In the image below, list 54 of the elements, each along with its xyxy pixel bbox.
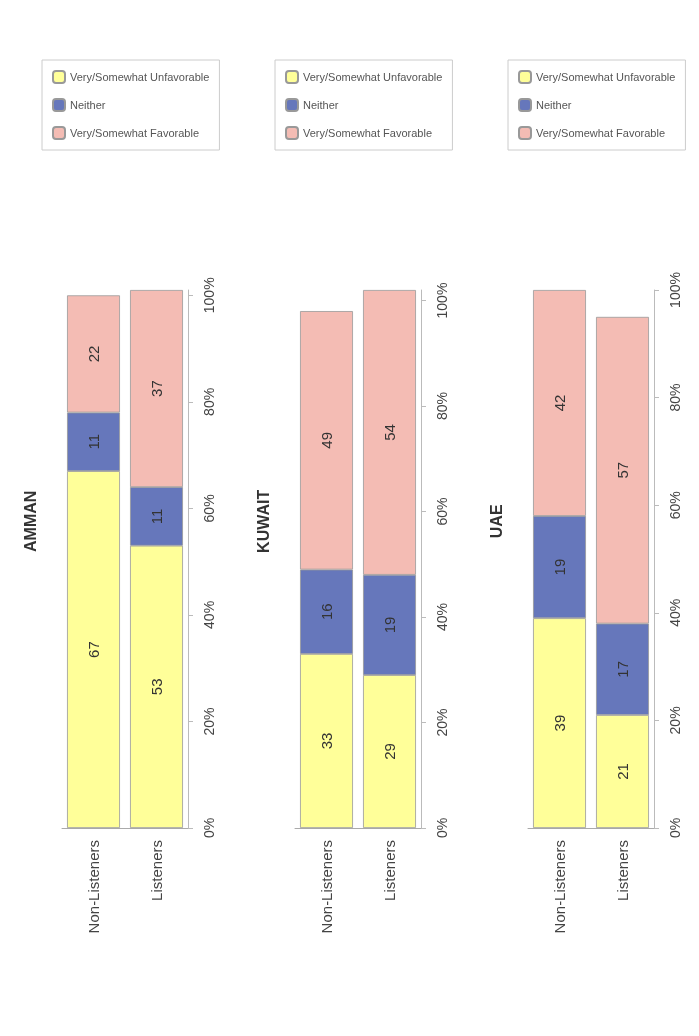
text: KUWAIT (254, 489, 272, 553)
y-tick-label: 20% (201, 707, 217, 736)
x-tick-label: Non-Listeners (85, 840, 102, 934)
y-tick-label: 100% (434, 282, 450, 319)
data-label: 37 (148, 380, 165, 397)
legend-label: Very/Somewhat Unfavorable (303, 71, 443, 83)
text: UAE (487, 504, 505, 539)
y-tick-label: 100% (201, 277, 217, 314)
y-tick-label: 0% (434, 817, 450, 839)
legend-label: Very/Somewhat Unfavorable (70, 71, 210, 83)
data-label: 49 (318, 431, 335, 449)
data-label: 42 (551, 394, 568, 412)
y-tick-label: 40% (201, 600, 217, 629)
y-tick-label: 0% (667, 817, 683, 839)
data-label: 29 (381, 743, 398, 760)
data-label: 33 (318, 732, 335, 750)
legend-label: Very/Somewhat Unfavorable (536, 71, 676, 83)
y-tick-label: 80% (434, 392, 450, 421)
data-label: 17 (614, 660, 631, 678)
legend-label: Very/Somewhat Favorable (536, 127, 666, 139)
data-label: 19 (381, 616, 398, 634)
data-label: 11 (148, 508, 165, 525)
x-tick-label: Listeners (381, 840, 398, 901)
data-label: 39 (551, 714, 568, 732)
data-label: 19 (551, 558, 568, 576)
x-tick-label: Listeners (614, 840, 631, 901)
data-label: 67 (85, 641, 102, 658)
y-tick-label: 20% (434, 708, 450, 737)
y-tick-label: 60% (434, 497, 450, 526)
data-label: 21 (614, 763, 631, 780)
legend-label: Neither (303, 99, 339, 111)
y-tick-label: 0% (201, 817, 217, 839)
y-tick-label: 60% (667, 491, 683, 520)
data-label: 57 (614, 461, 631, 479)
legend-label: Neither (70, 99, 106, 111)
data-label: 53 (148, 678, 165, 696)
data-label: 11 (85, 434, 102, 450)
x-tick-label: Listeners (148, 840, 165, 901)
x-tick-label: Non-Listeners (551, 840, 568, 934)
y-tick-label: 20% (667, 706, 683, 735)
y-tick-label: 80% (667, 383, 683, 412)
x-tick-label: Non-Listeners (318, 840, 335, 934)
y-tick-label: 40% (434, 603, 450, 632)
data-label: 22 (85, 345, 102, 363)
data-label: 16 (318, 603, 335, 621)
y-tick-label: 80% (201, 387, 217, 416)
legend-label: Very/Somewhat Favorable (70, 127, 200, 139)
data-label: 54 (381, 424, 398, 441)
legend-label: Very/Somewhat Favorable (303, 127, 433, 139)
y-tick-label: 100% (667, 272, 683, 308)
legend-label: Neither (536, 99, 572, 111)
y-tick-label: 40% (667, 598, 683, 627)
text: AMMAN (21, 490, 39, 552)
y-tick-label: 60% (201, 494, 217, 523)
